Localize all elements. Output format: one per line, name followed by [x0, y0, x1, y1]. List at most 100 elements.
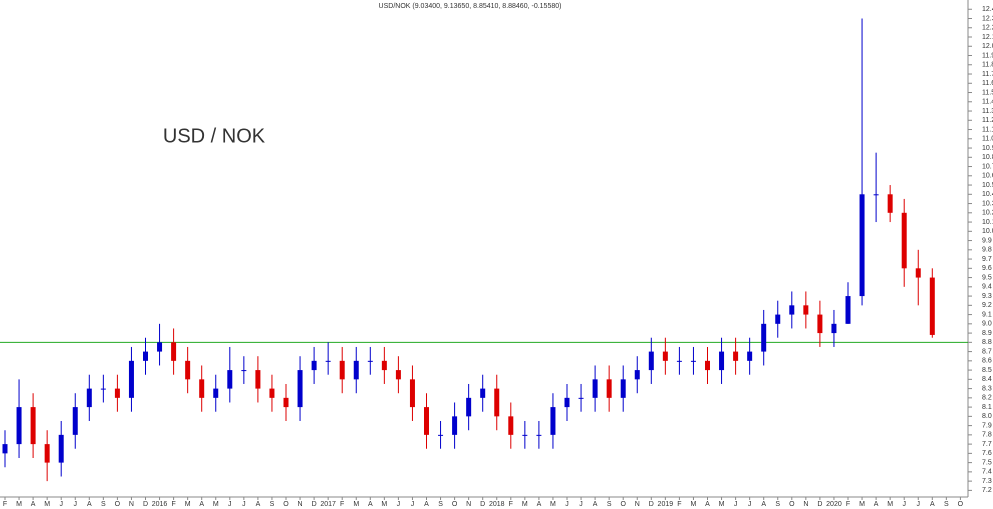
y-tick-label: 8.5 — [982, 367, 992, 374]
candle-body — [241, 370, 247, 372]
x-tick-label: F — [3, 501, 7, 508]
candle-body — [311, 360, 317, 371]
candle-body — [424, 407, 429, 435]
x-tick-label: A — [537, 501, 542, 508]
x-tick-label: J — [579, 501, 583, 508]
x-tick-label: S — [607, 501, 612, 508]
candle-body — [733, 351, 739, 361]
y-tick-label: 9.5 — [982, 274, 992, 281]
candle-body — [325, 360, 331, 362]
y-tick-label: 9.1 — [982, 311, 992, 318]
x-tick-label: N — [466, 501, 471, 508]
candle-body — [367, 360, 373, 362]
candle-body — [789, 305, 795, 315]
x-tick-label: J — [411, 501, 415, 508]
candle-body — [648, 351, 654, 371]
annotation: USD / NOK — [163, 125, 266, 147]
candle-body — [859, 194, 865, 297]
x-tick-label: O — [283, 501, 289, 508]
y-tick-label: 10.3 — [982, 200, 993, 207]
y-tick-label: 11.6 — [982, 80, 993, 87]
x-tick-label: 2018 — [489, 501, 505, 508]
y-tick-label: 9.0 — [982, 321, 992, 328]
x-tick-label: A — [256, 501, 261, 508]
candle-body — [887, 194, 893, 213]
candle-body — [143, 351, 148, 361]
x-tick-label: M — [691, 501, 697, 508]
candle-body — [381, 360, 387, 371]
y-tick-label: 7.9 — [982, 422, 992, 429]
y-tick-label: 8.9 — [982, 330, 992, 337]
y-tick-label: 12.2 — [982, 25, 993, 32]
x-tick-label: M — [859, 501, 865, 508]
x-tick-label: M — [381, 501, 387, 508]
x-tick-label: O — [452, 501, 458, 508]
candle-body — [676, 360, 682, 362]
candle-body — [227, 370, 233, 389]
x-tick-label: F — [340, 501, 344, 508]
x-tick-label: 2017 — [320, 501, 336, 508]
x-tick-label: A — [368, 501, 373, 508]
y-tick-label: 8.0 — [982, 413, 992, 420]
y-tick-label: 10.6 — [982, 173, 993, 180]
x-tick-label: 2019 — [658, 501, 674, 508]
x-tick-label: D — [143, 501, 148, 508]
candle-body — [480, 388, 486, 398]
x-tick-label: M — [887, 501, 893, 508]
candle-body — [662, 351, 668, 361]
candle-body — [901, 212, 907, 269]
candle-body — [171, 342, 177, 361]
x-tick-label: N — [129, 501, 134, 508]
y-tick-label: 9.3 — [982, 293, 992, 300]
x-tick-label: O — [958, 501, 964, 508]
y-tick-label: 8.4 — [982, 376, 992, 383]
y-tick-label: 11.9 — [982, 52, 993, 59]
y-tick-label: 10.1 — [982, 219, 993, 226]
x-tick-label: A — [930, 501, 935, 508]
x-tick-label: M — [213, 501, 219, 508]
candle-body — [213, 388, 219, 398]
candle-body — [536, 434, 542, 436]
y-tick-label: 9.7 — [982, 256, 992, 263]
x-tick-label: M — [719, 501, 725, 508]
candle-body — [128, 360, 134, 398]
y-tick-label: 7.8 — [982, 432, 992, 439]
y-tick-label: 10.4 — [982, 191, 993, 198]
candle-body — [466, 397, 472, 417]
x-tick-label: M — [16, 501, 22, 508]
candle-body — [44, 444, 50, 463]
candle-body — [185, 360, 191, 380]
y-tick-label: 11.5 — [982, 89, 993, 96]
x-tick-label: J — [748, 501, 752, 508]
x-tick-label: J — [59, 501, 63, 508]
y-tick-label: 11.2 — [982, 117, 993, 124]
x-tick-label: M — [522, 501, 528, 508]
x-tick-label: J — [228, 501, 232, 508]
y-tick-label: 7.3 — [982, 478, 992, 485]
y-tick-label: 11.1 — [982, 126, 993, 133]
candle-body — [297, 370, 303, 408]
x-tick-label: 2020 — [826, 501, 842, 508]
y-tick-label: 12.3 — [982, 15, 993, 22]
y-tick-label: 9.9 — [982, 237, 992, 244]
candle-body — [157, 342, 163, 352]
y-tick-label: 8.2 — [982, 395, 992, 402]
x-tick-label: S — [775, 501, 780, 508]
y-tick-label: 11.3 — [982, 108, 993, 115]
candle-body — [16, 407, 22, 445]
x-tick-label: N — [298, 501, 303, 508]
y-tick-label: 9.8 — [982, 247, 992, 254]
x-tick-label: M — [550, 501, 556, 508]
x-tick-label: S — [270, 501, 275, 508]
candle-body — [2, 444, 8, 454]
x-tick-label: F — [171, 501, 175, 508]
x-tick-label: S — [944, 501, 949, 508]
y-tick-label: 11.8 — [982, 62, 993, 69]
y-tick-label: 8.6 — [982, 358, 992, 365]
candle-body — [353, 360, 359, 380]
candle-body — [283, 397, 289, 408]
x-tick-label: 2016 — [152, 501, 168, 508]
x-tick-label: J — [565, 501, 569, 508]
candle-body — [409, 379, 415, 408]
